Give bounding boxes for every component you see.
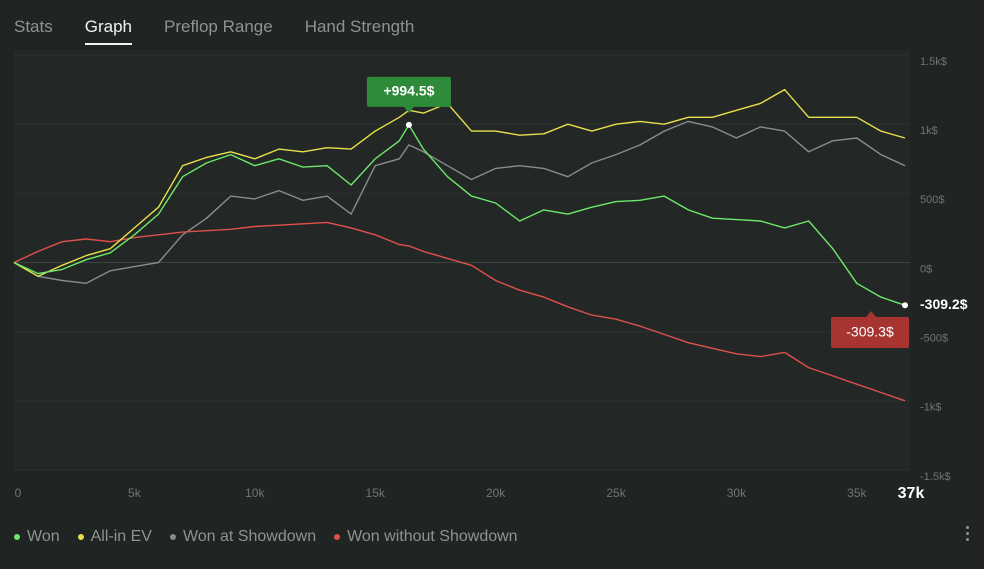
x-tick-label: 30k [727,486,747,500]
tab[interactable]: Preflop Range [164,17,273,36]
x-tick-label: 20k [486,486,506,500]
chart: 1.5k$ 1k$ 500$ 0$ -500$ -1k$ -1.5k$ 0 5k 10k 15k 20… [13,50,968,503]
legend-dot [169,534,176,540]
y-tick-label: 1k$ [920,125,938,137]
legend-item[interactable]: Won at Showdown [169,528,317,546]
peak-label: +994.5$ [383,83,434,99]
legend-item[interactable]: All-in EV [77,528,152,546]
peak-label-box [366,76,451,107]
peak-label-arrow [403,106,414,113]
legend-label: Won [27,528,60,545]
series-line [13,221,906,402]
legend-label: Won at Showdown [182,528,317,545]
tab[interactable]: Stats [14,17,53,36]
x-tick-label: 15k [366,486,386,500]
x-tick-label: 37k [898,485,925,502]
tab-bar: Stats Graph Preflop Range Hand Strength [14,17,446,45]
peak-dot [405,121,412,128]
tab[interactable]: Hand Strength [304,17,415,36]
legend: Won All-in EV Won at Showdown Won without S… [14,528,536,546]
legend-item[interactable]: Won [14,528,60,546]
y-tick-label: 500$ [920,194,944,206]
legend-dot [334,534,341,540]
end-label: -309.2$ [920,296,968,312]
legend-dot [14,534,20,540]
legend-item[interactable]: Won without Showdown [334,528,518,546]
y-tick-label: -1.5k$ [920,471,951,483]
y-tick-label: -1k$ [920,402,941,414]
series-line [13,124,906,306]
y-tick-label: 1.5k$ [920,56,947,68]
tooltip-arrow [866,311,876,317]
legend-label: Won without Showdown [347,528,518,545]
tab-active[interactable]: Graph [84,17,132,45]
legend-dot [77,534,84,540]
y-tick-label: -500$ [920,333,948,345]
menu-button[interactable] [966,526,970,544]
series-line [13,120,906,284]
end-dot [902,302,908,309]
x-tick-label: 5k [128,486,142,500]
legend-label: All-in EV [90,528,152,545]
y-tick-label: 0$ [920,263,932,275]
tooltip-box [831,317,909,348]
x-tick-label: 25k [606,486,626,500]
x-tick-label: 35k [847,486,867,500]
x-tick-label: 10k [245,486,265,500]
tooltip-label: -309.3$ [846,324,894,340]
plot-area [14,50,910,470]
x-tick-label: 0 [15,486,22,500]
